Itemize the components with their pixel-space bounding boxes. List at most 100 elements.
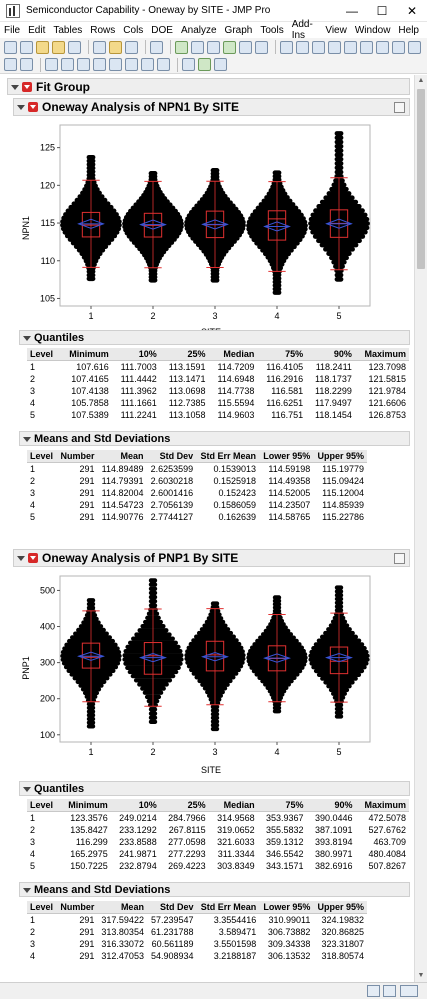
- open-icon[interactable]: [36, 40, 49, 54]
- minimize-button[interactable]: —: [346, 3, 358, 18]
- arrow-tool-icon[interactable]: [280, 40, 293, 54]
- dropdown-icon[interactable]: [214, 58, 227, 71]
- pnp1-quantiles-header[interactable]: Quantiles: [19, 781, 410, 796]
- open-folder-icon[interactable]: [52, 40, 65, 54]
- disclosure-triangle-icon[interactable]: [17, 554, 25, 562]
- pnp1-quantiles-column-header[interactable]: Median: [208, 799, 258, 812]
- pnp1-quantiles-column-header[interactable]: Minimum: [59, 799, 111, 812]
- menu-tables[interactable]: Tables: [53, 24, 83, 36]
- pnp1-quantiles-column-header[interactable]: Maximum: [355, 799, 409, 812]
- split-icon[interactable]: [109, 58, 122, 71]
- npn1-quantiles-column-header[interactable]: Minimum: [60, 348, 112, 361]
- npn1-means-column-header[interactable]: Number: [56, 450, 98, 463]
- fit-group-header[interactable]: Fit Group: [7, 78, 410, 95]
- control-chart-icon[interactable]: [239, 40, 252, 54]
- pnp1-quantiles-column-header[interactable]: Level: [27, 799, 60, 812]
- menu-cols[interactable]: Cols: [123, 24, 144, 36]
- red-triangle-menu-icon[interactable]: [28, 553, 38, 563]
- window-size-dropdown-icon[interactable]: [400, 985, 418, 997]
- table-icon[interactable]: [45, 58, 58, 71]
- red-triangle-menu-icon[interactable]: [22, 81, 32, 92]
- save-icon[interactable]: [68, 40, 81, 54]
- search-icon[interactable]: [150, 40, 163, 54]
- fit-y-by-x-icon[interactable]: [191, 40, 204, 54]
- menu-graph[interactable]: Graph: [224, 24, 253, 36]
- menu-add-ins[interactable]: Add-Ins: [291, 19, 313, 41]
- report-options-icon[interactable]: [394, 553, 405, 564]
- crosshair-tool-icon[interactable]: [328, 40, 341, 54]
- arrow-up-icon[interactable]: [4, 58, 17, 71]
- npn1-quantiles-column-header[interactable]: 10%: [111, 348, 160, 361]
- home-window-icon[interactable]: [367, 985, 380, 997]
- npn1-quantiles-column-header[interactable]: Median: [208, 348, 258, 361]
- npn1-means-column-header[interactable]: Upper 95%: [313, 450, 367, 463]
- graph-builder-icon[interactable]: [223, 40, 236, 54]
- pnp1-means-column-header[interactable]: Lower 95%: [259, 901, 314, 914]
- pnp1-quantiles-column-header[interactable]: 10%: [110, 799, 160, 812]
- disclosure-triangle-icon[interactable]: [23, 785, 31, 793]
- brush-tool-icon[interactable]: [360, 40, 373, 54]
- pnp1-means-header[interactable]: Means and Std Deviations: [19, 882, 410, 897]
- menu-rows[interactable]: Rows: [90, 24, 116, 36]
- help-tool-icon[interactable]: [296, 40, 309, 54]
- red-triangle-menu-icon[interactable]: [28, 102, 38, 112]
- npn1-quantiles-column-header[interactable]: Maximum: [354, 348, 409, 361]
- scroll-up-arrow-icon[interactable]: ▲: [417, 77, 425, 84]
- pnp1-means-column-header[interactable]: Mean: [97, 901, 147, 914]
- paste-icon[interactable]: [109, 40, 122, 54]
- disclosure-triangle-icon[interactable]: [23, 886, 31, 894]
- pnp1-means-column-header[interactable]: Upper 95%: [313, 901, 367, 914]
- new-script-icon[interactable]: [20, 40, 33, 54]
- close-button[interactable]: ✕: [406, 3, 418, 18]
- pnp1-quantiles-column-header[interactable]: 75%: [257, 799, 307, 812]
- scrollbar-thumb[interactable]: [417, 89, 425, 269]
- npn1-means-column-header[interactable]: Mean: [97, 450, 147, 463]
- pnp1-means-column-header[interactable]: Number: [56, 901, 98, 914]
- npn1-means-column-header[interactable]: Level: [27, 450, 57, 463]
- stack-icon[interactable]: [93, 58, 106, 71]
- distribution-icon[interactable]: [175, 40, 188, 54]
- join-icon[interactable]: [125, 58, 138, 71]
- menu-edit[interactable]: Edit: [28, 24, 46, 36]
- npn1-means-column-header[interactable]: Lower 95%: [259, 450, 314, 463]
- npn1-quantiles-column-header[interactable]: 75%: [257, 348, 307, 361]
- window-list-icon[interactable]: [383, 985, 396, 997]
- concatenate-icon[interactable]: [157, 58, 170, 71]
- npn1-quantiles-column-header[interactable]: 90%: [306, 348, 355, 361]
- vertical-scrollbar[interactable]: ▲ ▼: [414, 75, 427, 982]
- npn1-means-column-header[interactable]: Std Dev: [146, 450, 197, 463]
- disclosure-triangle-icon[interactable]: [11, 83, 19, 91]
- selection-tool-icon[interactable]: [312, 40, 325, 54]
- plus-tool-icon[interactable]: [408, 40, 421, 54]
- lasso-tool-icon[interactable]: [376, 40, 389, 54]
- maximize-button[interactable]: ☐: [376, 3, 388, 18]
- pnp1-oneway-header[interactable]: Oneway Analysis of PNP1 By SITE: [13, 549, 410, 567]
- pnp1-quantiles-column-header[interactable]: 90%: [306, 799, 356, 812]
- journal-icon[interactable]: [125, 40, 138, 54]
- scroll-down-arrow-icon[interactable]: ▼: [417, 972, 425, 979]
- text-icon[interactable]: [20, 58, 33, 71]
- fit-model-icon[interactable]: [207, 40, 220, 54]
- report-options-icon[interactable]: [394, 102, 405, 113]
- run-script-icon[interactable]: [198, 58, 211, 71]
- pnp1-means-column-header[interactable]: Level: [27, 901, 57, 914]
- npn1-oneway-header[interactable]: Oneway Analysis of NPN1 By SITE: [13, 98, 410, 116]
- pnp1-means-column-header[interactable]: Std Err Mean: [196, 901, 260, 914]
- pnp1-means-column-header[interactable]: Std Dev: [146, 901, 197, 914]
- pnp1-quantiles-column-header[interactable]: 25%: [159, 799, 209, 812]
- disclosure-triangle-icon[interactable]: [17, 103, 25, 111]
- script-icon[interactable]: [182, 58, 195, 71]
- menu-view[interactable]: View: [325, 24, 347, 36]
- menu-analyze[interactable]: Analyze: [180, 24, 217, 36]
- disclosure-triangle-icon[interactable]: [23, 334, 31, 342]
- npn1-means-header[interactable]: Means and Std Deviations: [19, 431, 410, 446]
- hand-tool-icon[interactable]: [344, 40, 357, 54]
- menu-window[interactable]: Window: [354, 24, 391, 36]
- menu-file[interactable]: File: [4, 24, 21, 36]
- npn1-quantiles-column-header[interactable]: Level: [27, 348, 60, 361]
- subset-icon[interactable]: [61, 58, 74, 71]
- new-table-icon[interactable]: [4, 40, 17, 54]
- npn1-means-column-header[interactable]: Std Err Mean: [196, 450, 260, 463]
- copy-icon[interactable]: [93, 40, 106, 54]
- menu-doe[interactable]: DOE: [151, 24, 173, 36]
